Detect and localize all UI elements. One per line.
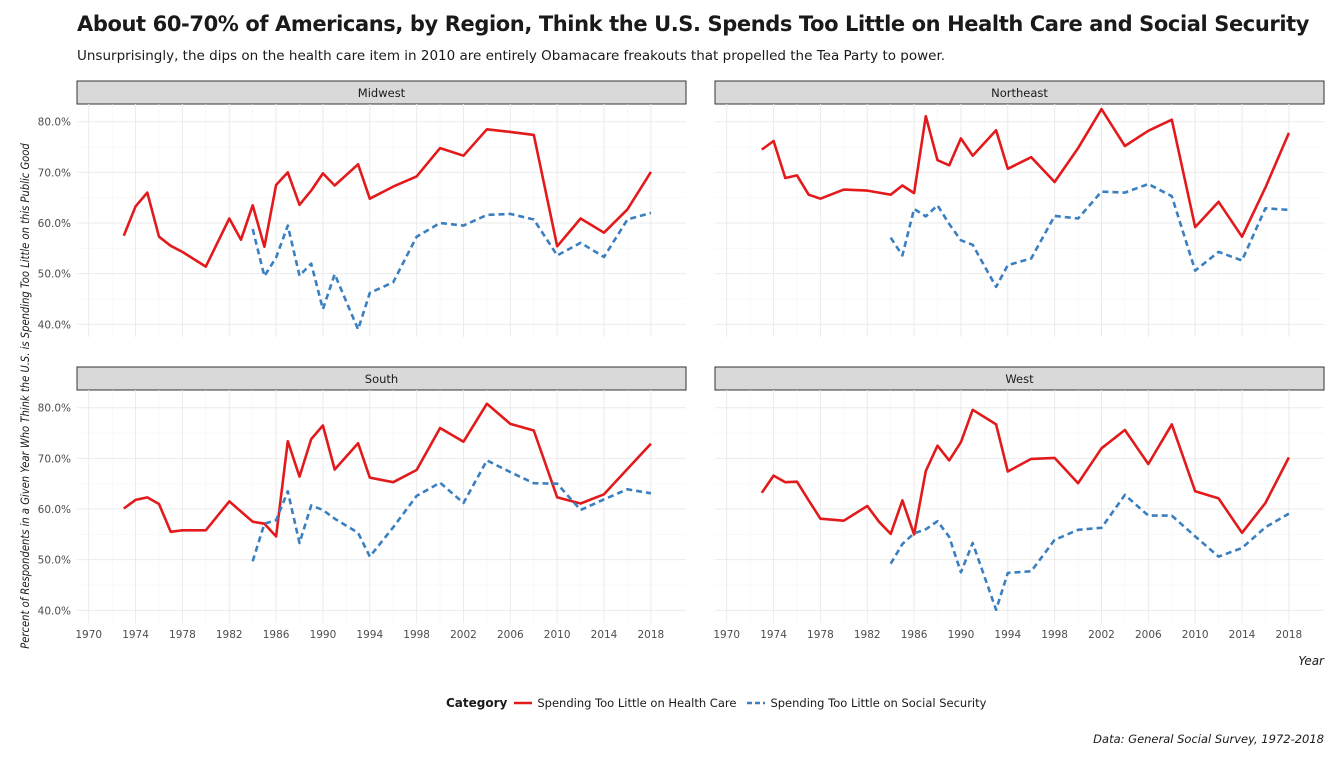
x-tick-label: 1982 <box>854 629 881 641</box>
x-tick-label: 1978 <box>807 629 834 641</box>
facet-label-midwest: Midwest <box>358 86 406 100</box>
series-line-south-health-care <box>123 402 652 538</box>
legend-label-health-care: Spending Too Little on Health Care <box>537 696 737 710</box>
series-line-south-social-security <box>251 459 652 562</box>
series-line-northeast-health-care <box>761 107 1291 238</box>
y-tick-label: 60.0% <box>38 218 71 230</box>
legend: Category Spending Too Little on Health C… <box>446 693 996 713</box>
chart-subtitle: Unsurprisingly, the dips on the health c… <box>77 48 946 64</box>
y-tick-label: 40.0% <box>38 605 71 617</box>
legend-title: Category <box>446 696 508 710</box>
x-tick-label: 2006 <box>497 629 524 641</box>
x-tick-label: 1974 <box>122 629 149 641</box>
y-tick-label: 70.0% <box>38 167 71 179</box>
legend-label-social-security: Spending Too Little on Social Security <box>770 696 987 710</box>
facet-strip-south <box>76 366 687 391</box>
y-tick-label: 80.0% <box>38 403 71 415</box>
x-tick-label: 1990 <box>310 629 337 641</box>
y-axis-title: Percent of Respondents in a Given Year W… <box>18 143 32 649</box>
y-tick-label: 40.0% <box>38 319 71 331</box>
series-line-midwest-social-security <box>251 211 652 331</box>
facet-label-west: West <box>1005 372 1034 386</box>
y-tick-label: 50.0% <box>38 269 71 281</box>
x-tick-label: 1998 <box>1041 629 1068 641</box>
chart-title: About 60-70% of Americans, by Region, Th… <box>77 12 1310 36</box>
x-tick-label: 1978 <box>169 629 196 641</box>
x-tick-label: 2014 <box>1229 629 1256 641</box>
series-line-northeast-social-security <box>889 182 1289 289</box>
x-tick-label: 1982 <box>216 629 243 641</box>
y-tick-label: 50.0% <box>38 555 71 567</box>
facet-strip-northeast <box>714 80 1325 105</box>
legend-item-health-care: Spending Too Little on Health Care <box>513 696 736 710</box>
facet-label-northeast: Northeast <box>991 86 1048 100</box>
legend-key-solid-line <box>514 701 533 705</box>
facet-strip-midwest <box>76 80 687 105</box>
x-tick-label: 1998 <box>403 629 430 641</box>
x-axis-title: Year <box>1298 654 1325 668</box>
x-tick-label: 1994 <box>356 629 383 641</box>
facet-strip-west <box>714 366 1325 391</box>
facet-label-south: South <box>365 372 398 386</box>
series-line-midwest-health-care <box>122 128 653 268</box>
x-tick-label: 1990 <box>948 629 975 641</box>
x-tick-label: 1974 <box>760 629 787 641</box>
x-tick-label: 1986 <box>263 629 290 641</box>
data-source-caption: Data: General Social Survey, 1972-2018 <box>1093 732 1324 746</box>
y-tick-label: 80.0% <box>38 117 71 129</box>
x-tick-label: 1970 <box>713 629 740 641</box>
series-line-west-health-care <box>760 408 1291 536</box>
x-tick-label: 2014 <box>591 629 618 641</box>
x-tick-label: 2006 <box>1135 629 1162 641</box>
x-tick-label: 2010 <box>544 629 571 641</box>
x-tick-label: 2002 <box>1088 629 1115 641</box>
x-tick-label: 2010 <box>1182 629 1209 641</box>
x-tick-label: 2018 <box>637 629 664 641</box>
legend-item-social-security: Spending Too Little on Social Security <box>746 696 986 710</box>
x-tick-label: 2002 <box>450 629 477 641</box>
y-tick-label: 60.0% <box>38 504 71 516</box>
x-tick-label: 2018 <box>1275 629 1302 641</box>
legend-key-dashed-line <box>747 701 766 705</box>
x-tick-label: 1986 <box>901 629 928 641</box>
x-tick-label: 1994 <box>994 629 1021 641</box>
x-tick-label: 1970 <box>75 629 102 641</box>
y-tick-label: 70.0% <box>38 453 71 465</box>
